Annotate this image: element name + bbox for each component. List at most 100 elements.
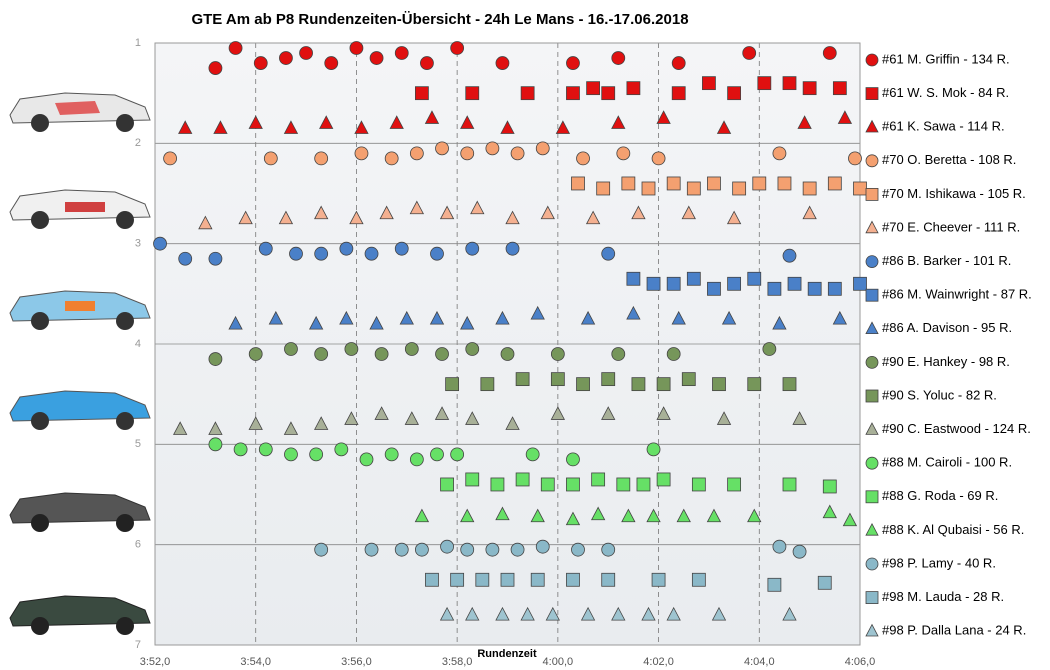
legend-marker (865, 321, 879, 335)
point (263, 151, 278, 166)
point (716, 411, 732, 425)
point (646, 276, 661, 291)
legend-label: #61 W. S. Mok - 84 R. (882, 85, 1009, 100)
point (626, 271, 641, 286)
point (525, 447, 540, 462)
point (409, 452, 424, 467)
point (465, 472, 480, 487)
point (822, 504, 837, 519)
point (374, 347, 389, 361)
legend-label: #90 E. Hankey - 98 R. (882, 354, 1010, 369)
point (495, 506, 510, 521)
point (299, 46, 313, 60)
point (394, 46, 409, 60)
point (651, 572, 666, 587)
point (631, 377, 646, 392)
legend-label: #70 M. Ishikawa - 105 R. (882, 186, 1026, 201)
point (314, 205, 329, 220)
point (414, 508, 430, 523)
point (656, 377, 671, 392)
y-tick-label: 2 (135, 137, 141, 149)
point (611, 347, 626, 361)
y-tick-label: 7 (135, 639, 141, 651)
point (762, 342, 777, 356)
point (228, 41, 243, 55)
legend-label: #88 M. Cairoli - 100 R. (882, 455, 1012, 470)
point (460, 115, 475, 129)
point (208, 437, 223, 452)
point (601, 246, 616, 261)
point (475, 572, 490, 587)
point (767, 281, 782, 296)
point (782, 76, 797, 91)
point (409, 200, 425, 215)
point (707, 281, 721, 296)
point (445, 377, 460, 392)
point (621, 508, 636, 523)
point (566, 86, 580, 101)
point (258, 442, 273, 457)
point (233, 442, 248, 457)
point (500, 572, 515, 587)
point (314, 542, 329, 557)
point (566, 452, 580, 467)
point (631, 205, 646, 220)
x-tick-label: 4:02,0 (643, 656, 674, 668)
point (535, 141, 550, 156)
point (435, 347, 449, 361)
point (495, 606, 510, 621)
x-tick-label: 4:04,0 (744, 656, 775, 668)
legend-label: #88 K. Al Qubaisi - 56 R. (882, 522, 1024, 537)
y-tick-label: 5 (135, 438, 141, 450)
point (440, 539, 454, 554)
point (590, 506, 606, 521)
point (505, 416, 520, 430)
point (500, 120, 515, 134)
legend-marker (865, 456, 879, 470)
point (354, 146, 369, 161)
point (565, 511, 581, 526)
point (727, 276, 742, 291)
point (465, 411, 480, 425)
legend-marker (865, 591, 879, 604)
point (853, 276, 867, 291)
point (465, 606, 480, 621)
point (178, 120, 193, 134)
point (566, 572, 580, 587)
point (530, 572, 545, 587)
point (505, 210, 520, 225)
point (671, 310, 686, 325)
point (853, 181, 867, 196)
point (349, 41, 364, 55)
point (802, 81, 817, 96)
point (611, 606, 626, 621)
point (817, 575, 832, 590)
point (439, 606, 455, 621)
legend-label: #90 C. Eastwood - 124 R. (882, 421, 1031, 436)
point (284, 342, 298, 356)
point (782, 606, 797, 621)
point (586, 81, 601, 96)
point (550, 406, 566, 420)
point (767, 577, 782, 592)
legend-label: #86 B. Barker - 101 R. (882, 253, 1011, 268)
point (208, 352, 223, 366)
point (681, 372, 696, 387)
point (460, 315, 475, 330)
point (324, 56, 339, 70)
point (429, 310, 445, 325)
point (636, 477, 651, 492)
point (681, 205, 696, 220)
x-tick-label: 3:58,0 (442, 656, 473, 668)
point (284, 447, 298, 462)
point (752, 176, 767, 191)
point (339, 310, 354, 325)
point (706, 508, 722, 523)
point (666, 347, 681, 361)
legend-marker (865, 53, 879, 67)
point (515, 472, 530, 487)
point (289, 246, 303, 261)
point (354, 120, 369, 134)
point (283, 120, 299, 134)
point (827, 176, 842, 191)
